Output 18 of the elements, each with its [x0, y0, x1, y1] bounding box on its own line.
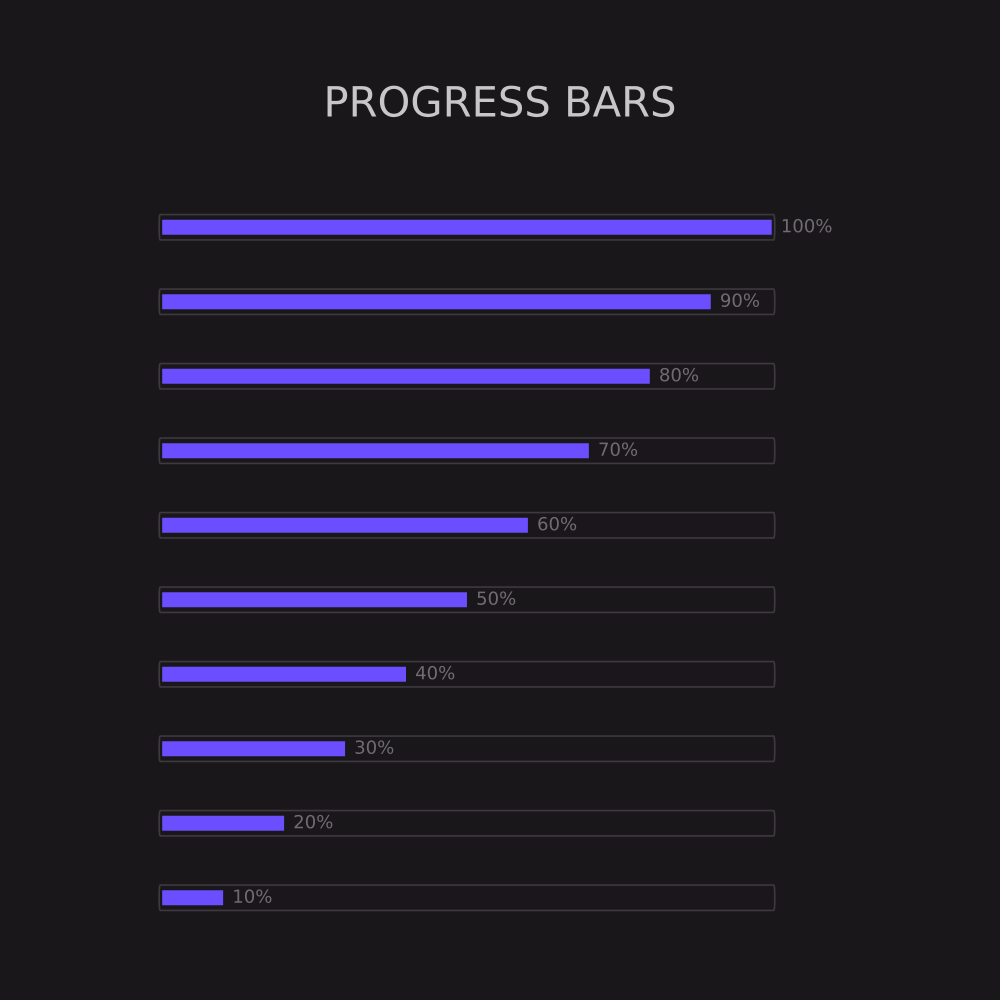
- bar: [162, 741, 346, 756]
- data-label: 30%: [356, 740, 394, 754]
- data-label: 70%: [599, 442, 638, 456]
- data-label: 20%: [294, 814, 332, 828]
- bar: [162, 443, 589, 458]
- data-label: 80%: [660, 368, 698, 382]
- chart-title: PROGRESS BARS: [328, 86, 674, 118]
- bar: [162, 518, 528, 533]
- data-label: 40%: [416, 666, 454, 680]
- bar: [162, 816, 284, 831]
- data-label: 100%: [782, 218, 832, 232]
- bar: [162, 890, 224, 906]
- bar: [162, 592, 467, 608]
- data-label: 10%: [234, 889, 272, 903]
- data-label: 50%: [477, 591, 516, 605]
- data-label: 90%: [721, 293, 760, 307]
- bar: [162, 666, 406, 682]
- data-label: 60%: [538, 516, 576, 530]
